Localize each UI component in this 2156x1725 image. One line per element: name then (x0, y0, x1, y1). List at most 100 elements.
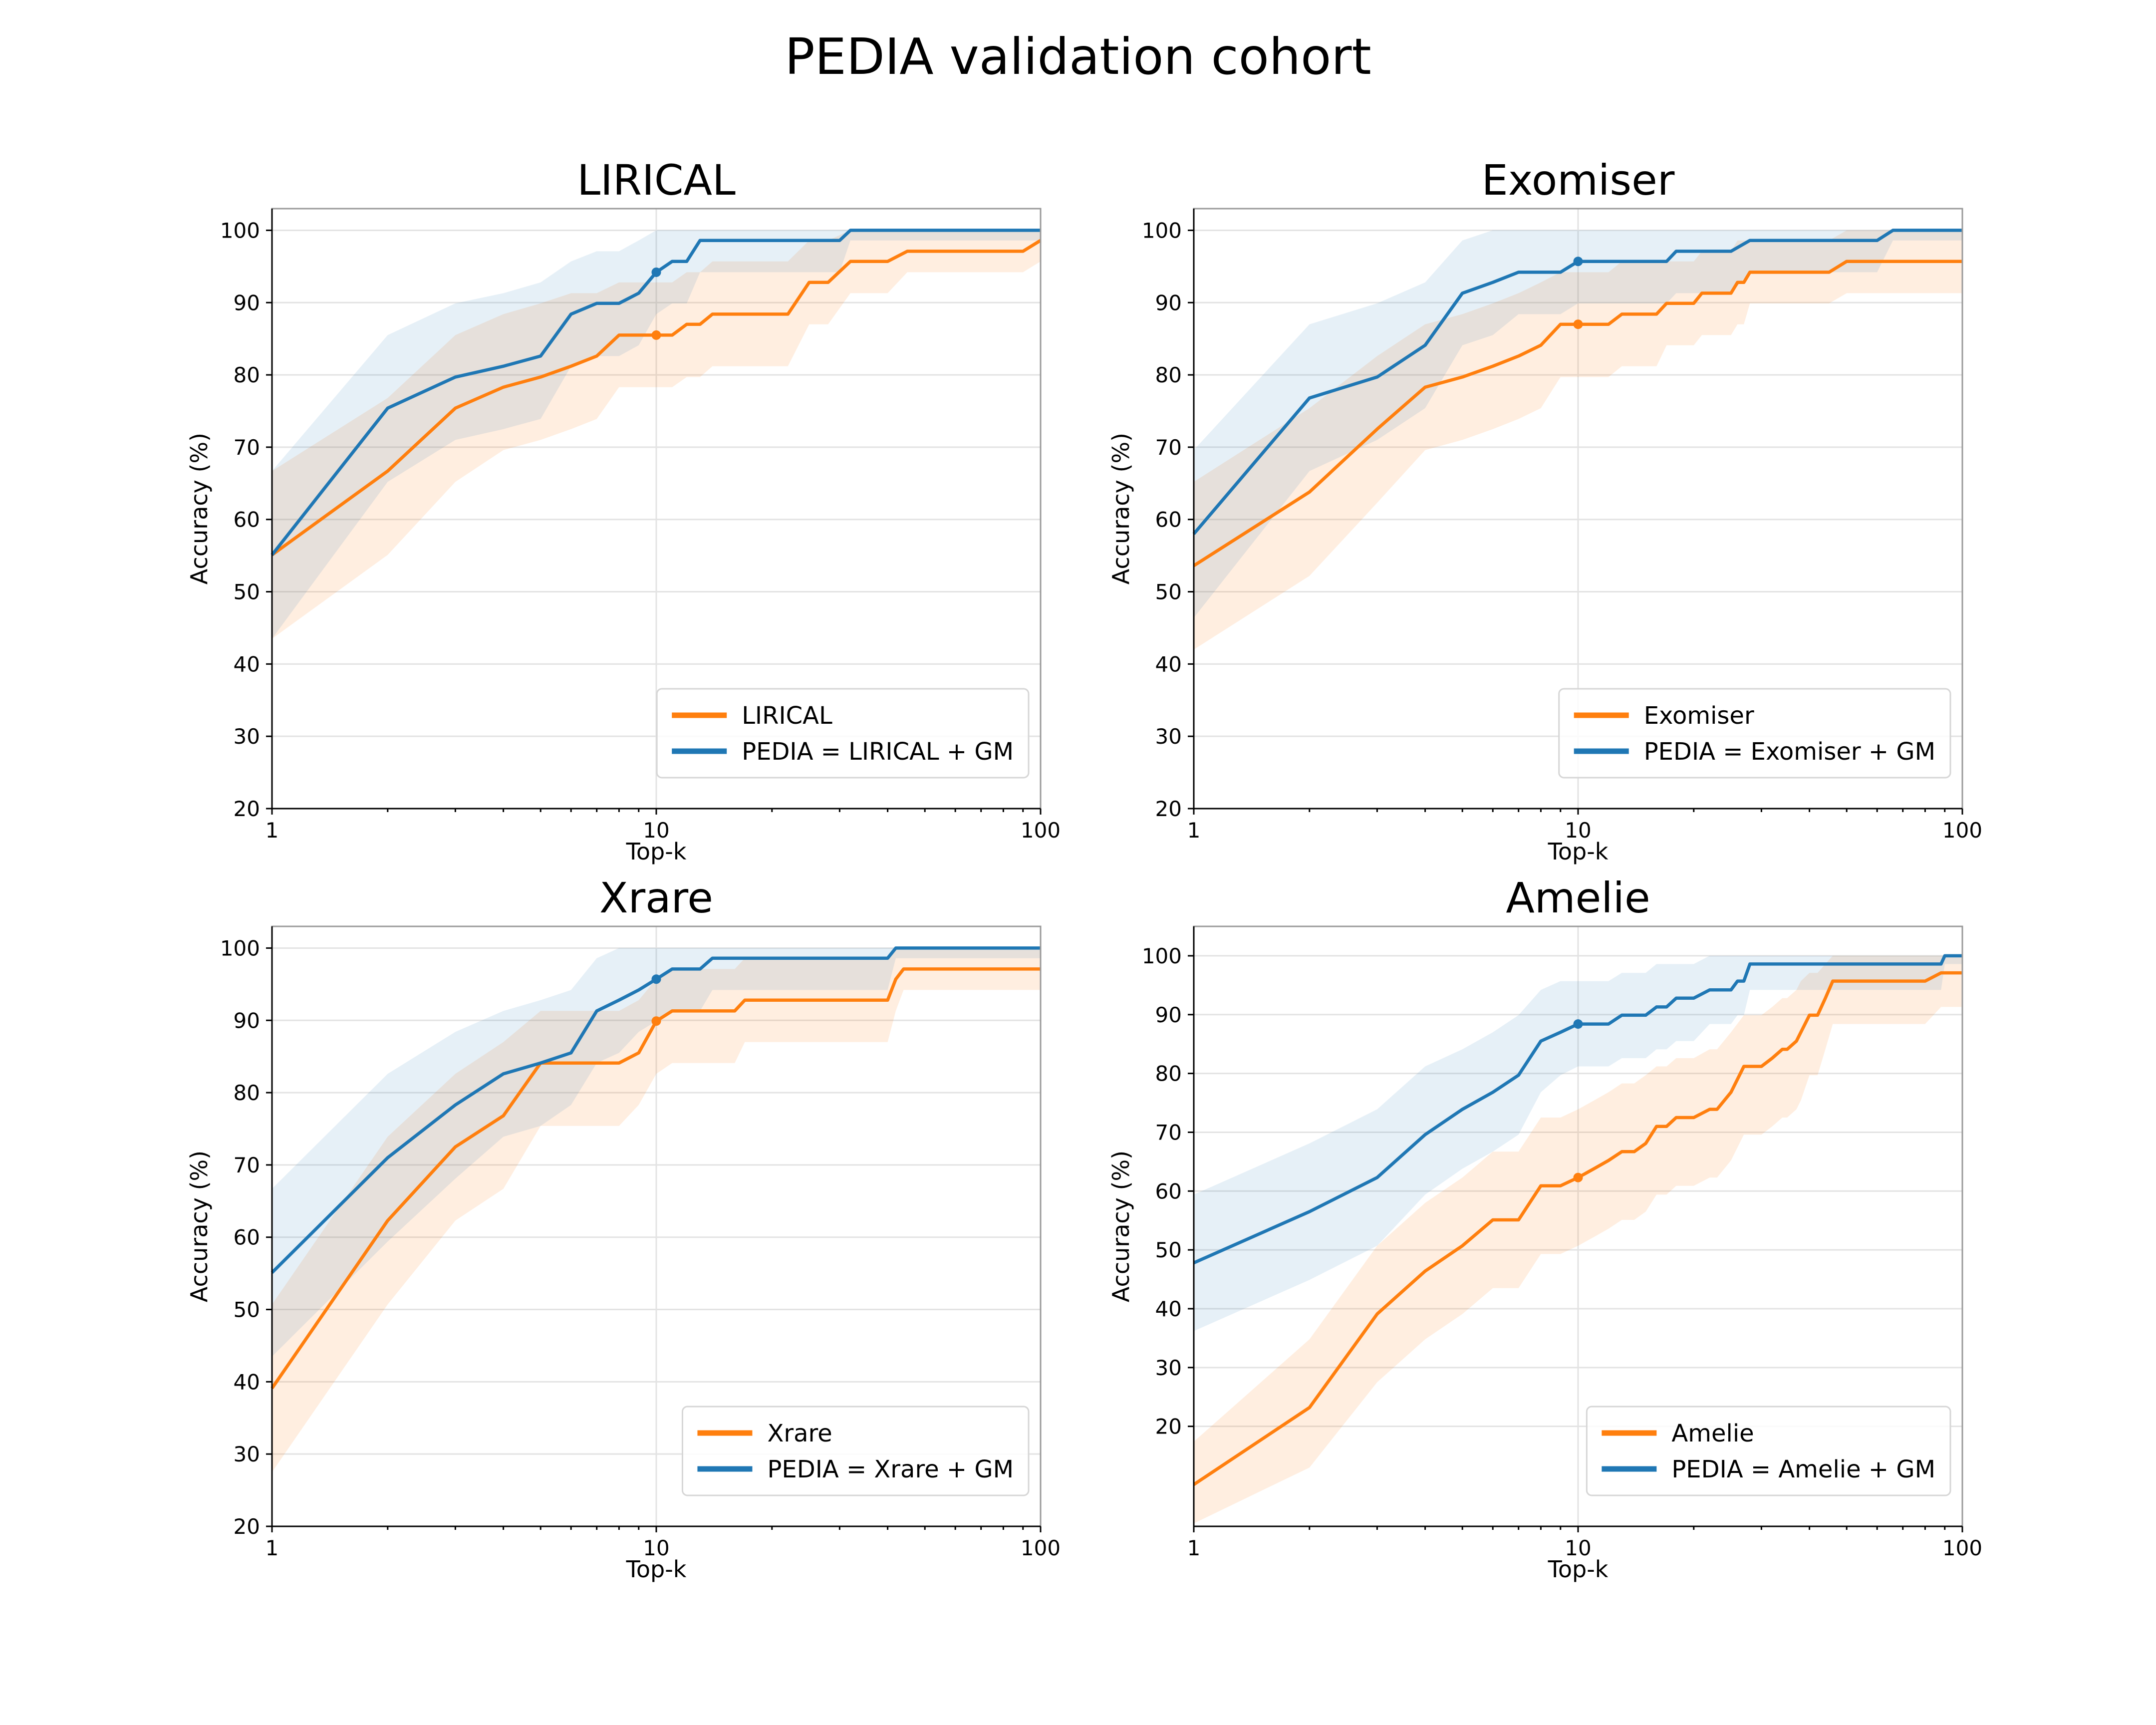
y-tick-label: 70 (1155, 1120, 1182, 1145)
point-marker-pedia-amelie-gm (1573, 1019, 1583, 1029)
x-tick-label: 100 (1942, 818, 1982, 843)
y-tick-label: 80 (1155, 363, 1182, 387)
y-tick-label: 90 (1155, 290, 1182, 315)
y-tick-label: 60 (234, 508, 260, 532)
legend-box (656, 688, 1030, 779)
y-tick-label: 20 (1155, 797, 1182, 821)
point-marker-pedia-exomiser-gm (1573, 257, 1583, 267)
legend-label: PEDIA = Exomiser + GM (1644, 738, 1935, 766)
y-tick-label: 50 (234, 1298, 260, 1322)
x-axis-label: Top-k (626, 1556, 687, 1583)
y-tick-label: 80 (234, 1081, 260, 1105)
y-tick-label: 70 (234, 435, 260, 460)
y-tick-label: 60 (1155, 1179, 1182, 1203)
series-line-pedia-amelie-gm (1193, 954, 1962, 1265)
point-marker-amelie (1573, 1172, 1583, 1182)
x-axis-label: Top-k (1548, 838, 1609, 865)
x-tick-label: 100 (1942, 1536, 1982, 1560)
series-line-amelie (1193, 971, 1962, 1486)
legend-lirical: LIRICAL PEDIA = LIRICAL + GM (656, 688, 1030, 779)
point-marker-lirical (651, 330, 661, 340)
y-tick-label: 80 (234, 363, 260, 387)
y-axis-label: Accuracy (%) (1107, 1150, 1134, 1302)
y-tick-label: 90 (234, 290, 260, 315)
x-tick-label: 10 (1565, 818, 1591, 843)
panel-title-exomiser: Exomiser (1482, 156, 1675, 205)
y-tick-label: 30 (1155, 724, 1182, 749)
legend-label: PEDIA = LIRICAL + GM (742, 738, 1014, 766)
legend-exomiser: Exomiser PEDIA = Exomiser + GM (1558, 688, 1951, 779)
series-group-amelie (1193, 954, 1962, 1524)
panel-title-xrare: Xrare (599, 873, 713, 922)
legend-label: LIRICAL (742, 702, 832, 730)
y-axis-label: Accuracy (%) (1107, 433, 1134, 584)
legend-label: Exomiser (1644, 702, 1754, 730)
x-tick-label: 100 (1021, 818, 1061, 843)
y-tick-label: 20 (234, 1514, 260, 1539)
confidence-band-pedia-amelie-gm (1194, 955, 1962, 1331)
y-tick-label: 70 (1155, 435, 1182, 460)
panel-title-lirical: LIRICAL (577, 156, 736, 205)
legend-label: Amelie (1671, 1420, 1754, 1447)
y-tick-label: 100 (220, 936, 260, 960)
y-tick-label: 30 (1155, 1356, 1182, 1380)
legend-xrare: Xrare PEDIA = Xrare + GM (681, 1406, 1030, 1496)
y-tick-label: 40 (1155, 652, 1182, 676)
y-tick-label: 60 (1155, 508, 1182, 532)
point-marker-pedia-xrare-gm (651, 974, 661, 984)
y-tick-label: 80 (1155, 1062, 1182, 1086)
y-tick-label: 100 (220, 218, 260, 243)
point-marker-xrare (651, 1016, 661, 1026)
y-tick-label: 90 (1155, 1003, 1182, 1027)
legend-amelie: Amelie PEDIA = Amelie + GM (1586, 1406, 1951, 1496)
y-axis-label: Accuracy (%) (186, 1150, 213, 1302)
figure-title: PEDIA validation cohort (785, 27, 1371, 86)
y-tick-label: 100 (1142, 944, 1182, 968)
x-tick-label: 10 (643, 1536, 669, 1560)
x-tick-label: 1 (1187, 818, 1201, 843)
legend-box (1558, 688, 1951, 779)
y-tick-label: 50 (1155, 1238, 1182, 1262)
legend-label: PEDIA = Amelie + GM (1671, 1455, 1935, 1483)
x-axis-label: Top-k (626, 838, 687, 865)
y-axis-label: Accuracy (%) (186, 433, 213, 584)
y-tick-label: 20 (1155, 1415, 1182, 1439)
series-line-pedia-lirical-gm (270, 229, 1041, 556)
y-tick-label: 30 (234, 724, 260, 749)
y-tick-label: 90 (234, 1008, 260, 1033)
series-group-lirical (270, 229, 1042, 639)
point-marker-exomiser (1573, 319, 1583, 329)
confidence-band-amelie (1194, 955, 1962, 1524)
series-line-exomiser (1193, 260, 1962, 568)
x-tick-label: 1 (266, 1536, 279, 1560)
confidence-band-lirical (272, 230, 1041, 639)
series-line-lirical (271, 239, 1042, 557)
y-tick-label: 40 (234, 1370, 260, 1394)
confidence-band-pedia-lirical-gm (272, 230, 1041, 639)
panel-title-amelie: Amelie (1506, 873, 1650, 922)
confidence-band-pedia-exomiser-gm (1194, 230, 1962, 618)
x-tick-label: 10 (643, 818, 669, 843)
legend-label: PEDIA = Xrare + GM (767, 1455, 1014, 1483)
confidence-band-pedia-xrare-gm (272, 948, 1041, 1357)
y-tick-label: 20 (234, 797, 260, 821)
legend-label: Xrare (767, 1420, 832, 1447)
y-tick-label: 30 (234, 1442, 260, 1466)
y-tick-label: 100 (1142, 218, 1182, 243)
point-marker-pedia-lirical-gm (651, 267, 661, 277)
x-axis-label: Top-k (1548, 1556, 1609, 1583)
confidence-band-xrare (272, 948, 1041, 1472)
y-tick-label: 50 (234, 580, 260, 604)
x-tick-label: 1 (266, 818, 279, 843)
series-group-xrare (270, 946, 1041, 1472)
series-line-xrare (270, 967, 1041, 1390)
y-tick-label: 60 (234, 1225, 260, 1250)
confidence-band-exomiser (1194, 230, 1962, 650)
x-tick-label: 100 (1021, 1536, 1061, 1560)
legend-box (681, 1406, 1030, 1496)
